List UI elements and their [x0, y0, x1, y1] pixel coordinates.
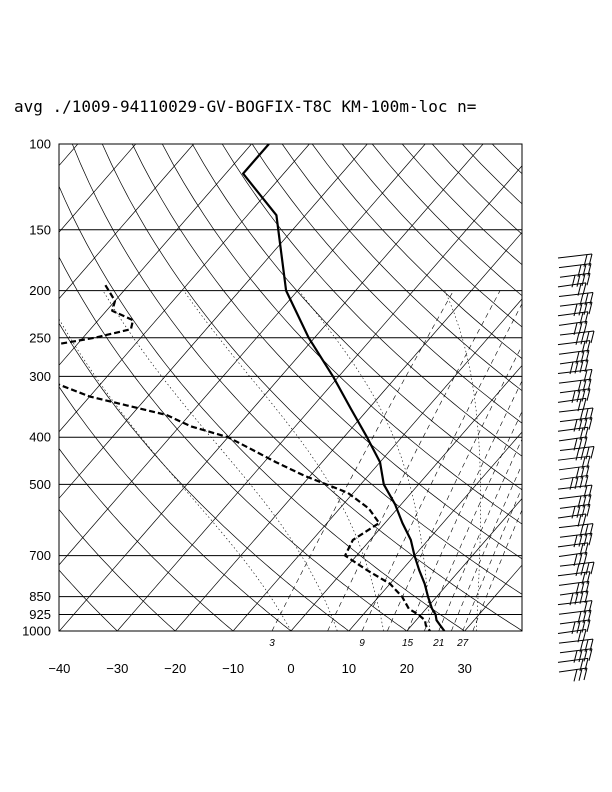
dry-adiabat — [71, 144, 522, 631]
moist-adiabat — [59, 318, 292, 631]
mixing-ratio-label: 9 — [359, 638, 365, 649]
dry-adiabat — [131, 144, 522, 560]
wind-barb — [558, 436, 588, 451]
background-lines — [0, 144, 612, 631]
wind-barb — [558, 667, 588, 682]
dry-adiabat — [521, 144, 522, 145]
dewpoint-profile — [59, 284, 431, 631]
dry-adiabat — [101, 144, 522, 595]
wind-barbs — [557, 253, 595, 682]
y-tick-label: 250 — [29, 330, 51, 345]
y-tick-label: 150 — [29, 222, 51, 237]
x-tick-label: 10 — [342, 661, 356, 676]
wind-barb — [559, 330, 595, 345]
wind-barb — [557, 571, 591, 585]
isotherm — [59, 144, 426, 566]
dry-adiabat — [251, 144, 522, 424]
mixing-ratio-line — [407, 380, 522, 631]
dry-adiabat — [281, 144, 522, 392]
y-tick-label: 400 — [29, 430, 51, 445]
isotherm — [0, 144, 20, 631]
profiles — [59, 144, 446, 631]
mixing-ratio-line — [451, 463, 522, 631]
dry-adiabat — [552, 144, 612, 631]
wind-barb — [557, 426, 589, 441]
x-tick-label: 20 — [400, 661, 414, 676]
y-axis-labels: 100 150 200 250 300 400 500 700 850 925 1000 — [22, 137, 51, 639]
x-tick-label: 0 — [287, 661, 294, 676]
wind-barb — [557, 542, 589, 556]
dry-adiabat — [191, 144, 522, 491]
dry-adiabat — [59, 185, 465, 631]
x-axis-labels: −40 −30 −20 −10 0 10 20 30 — [48, 661, 472, 676]
dry-adiabat — [461, 144, 522, 205]
plot-frame — [58, 143, 523, 632]
wind-barb — [557, 600, 593, 614]
isotherm — [174, 231, 522, 631]
mixing-ratio-label: 27 — [456, 638, 469, 649]
wind-barb — [557, 513, 587, 527]
isotherm — [59, 144, 136, 233]
y-tick-label: 700 — [29, 548, 51, 563]
isotherm — [232, 298, 522, 631]
wind-barb — [557, 397, 587, 412]
isotherm — [406, 498, 522, 631]
dry-adiabat — [491, 144, 522, 175]
x-tick-label: −20 — [164, 661, 186, 676]
mixing-ratio-line — [438, 438, 522, 631]
y-tick-label: 1000 — [22, 624, 51, 639]
x-tick-label: 30 — [457, 661, 471, 676]
y-tick-label: 200 — [29, 283, 51, 298]
wind-barb — [557, 657, 589, 672]
page-title: avg ./1009-94110029-GV-BOGFIX-T8C KM-100… — [14, 97, 477, 116]
wind-barb — [559, 532, 593, 548]
wind-barb — [557, 311, 589, 325]
wind-barb — [557, 282, 587, 296]
isotherm — [59, 144, 310, 433]
wind-barb — [559, 446, 595, 461]
dry-adiabat — [221, 144, 522, 457]
y-tick-label: 300 — [29, 369, 51, 384]
y-tick-label: 500 — [29, 477, 51, 492]
wind-barb — [557, 369, 593, 383]
mixing-ratio-line — [387, 345, 522, 631]
wind-barb — [557, 628, 587, 643]
moist-adiabat — [444, 290, 481, 631]
isotherm — [59, 144, 194, 300]
moist-adiabat — [102, 290, 338, 631]
isotherm — [117, 165, 522, 631]
x-tick-label: −40 — [48, 661, 70, 676]
isobars — [59, 143, 522, 632]
mixing-ratio-line — [424, 410, 522, 631]
wind-barb — [557, 253, 593, 267]
moist-adiabat — [183, 290, 384, 631]
isotherm — [464, 564, 522, 631]
dry-adiabat — [311, 144, 522, 360]
y-tick-label: 100 — [29, 137, 51, 152]
wind-barb — [557, 455, 591, 469]
mixing-ratio-line — [327, 290, 501, 631]
isotherm — [523, 144, 612, 631]
moist-adiabat — [298, 290, 431, 631]
mixing-ratio-label: 21 — [432, 638, 444, 649]
x-tick-label: −30 — [106, 661, 128, 676]
mixing-ratio-labels: 3 9 15 21 27 — [269, 638, 468, 649]
isotherm — [59, 144, 484, 631]
temperature-profile — [242, 144, 446, 631]
mixing-ratio-label: 3 — [269, 638, 275, 649]
wind-barb — [557, 484, 593, 498]
isotherm — [59, 144, 252, 366]
wind-barb — [557, 340, 591, 354]
isotherm — [348, 431, 522, 631]
isotherm — [59, 144, 368, 499]
dry-adiabat — [59, 508, 176, 631]
mixing-ratio-label: 15 — [402, 638, 414, 649]
mixing-ratio-line — [361, 303, 522, 631]
x-tick-label: −10 — [222, 661, 244, 676]
y-tick-label: 850 — [29, 589, 51, 604]
y-tick-label: 925 — [29, 607, 51, 622]
mixing-ratio-line — [271, 290, 454, 631]
